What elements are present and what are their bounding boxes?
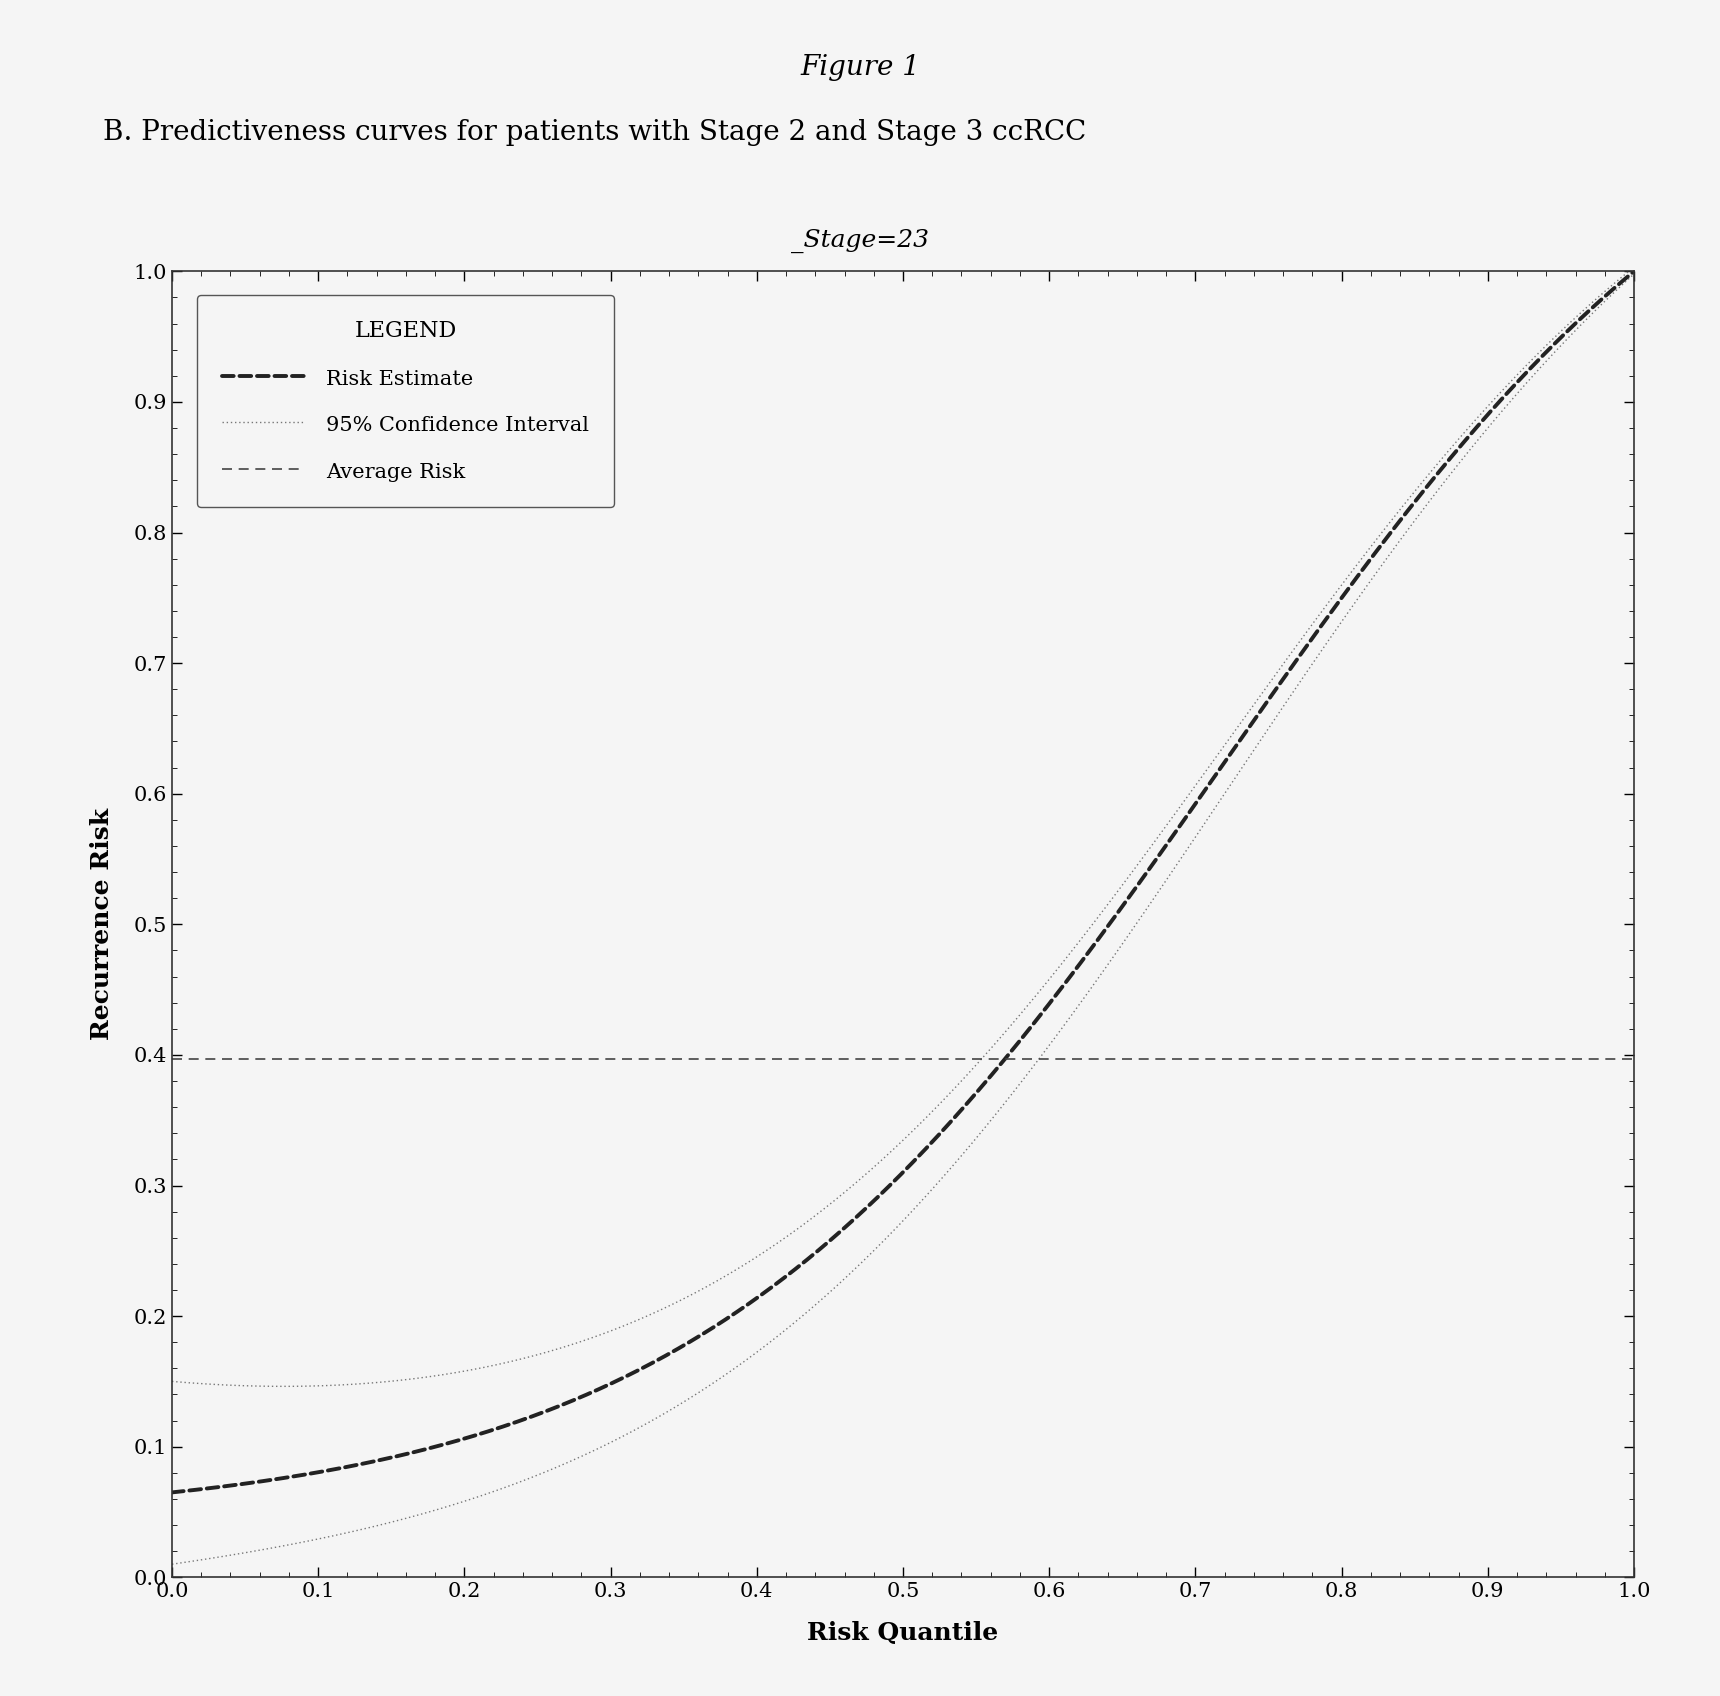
X-axis label: Risk Quantile: Risk Quantile: [807, 1621, 999, 1645]
Text: Figure 1: Figure 1: [800, 54, 920, 81]
Text: _Stage=23: _Stage=23: [791, 229, 929, 253]
Text: B. Predictiveness curves for patients with Stage 2 and Stage 3 ccRCC: B. Predictiveness curves for patients wi…: [103, 119, 1087, 146]
Y-axis label: Recurrence Risk: Recurrence Risk: [89, 809, 114, 1040]
Legend: Risk Estimate, 95% Confidence Interval, Average Risk: Risk Estimate, 95% Confidence Interval, …: [198, 295, 614, 507]
